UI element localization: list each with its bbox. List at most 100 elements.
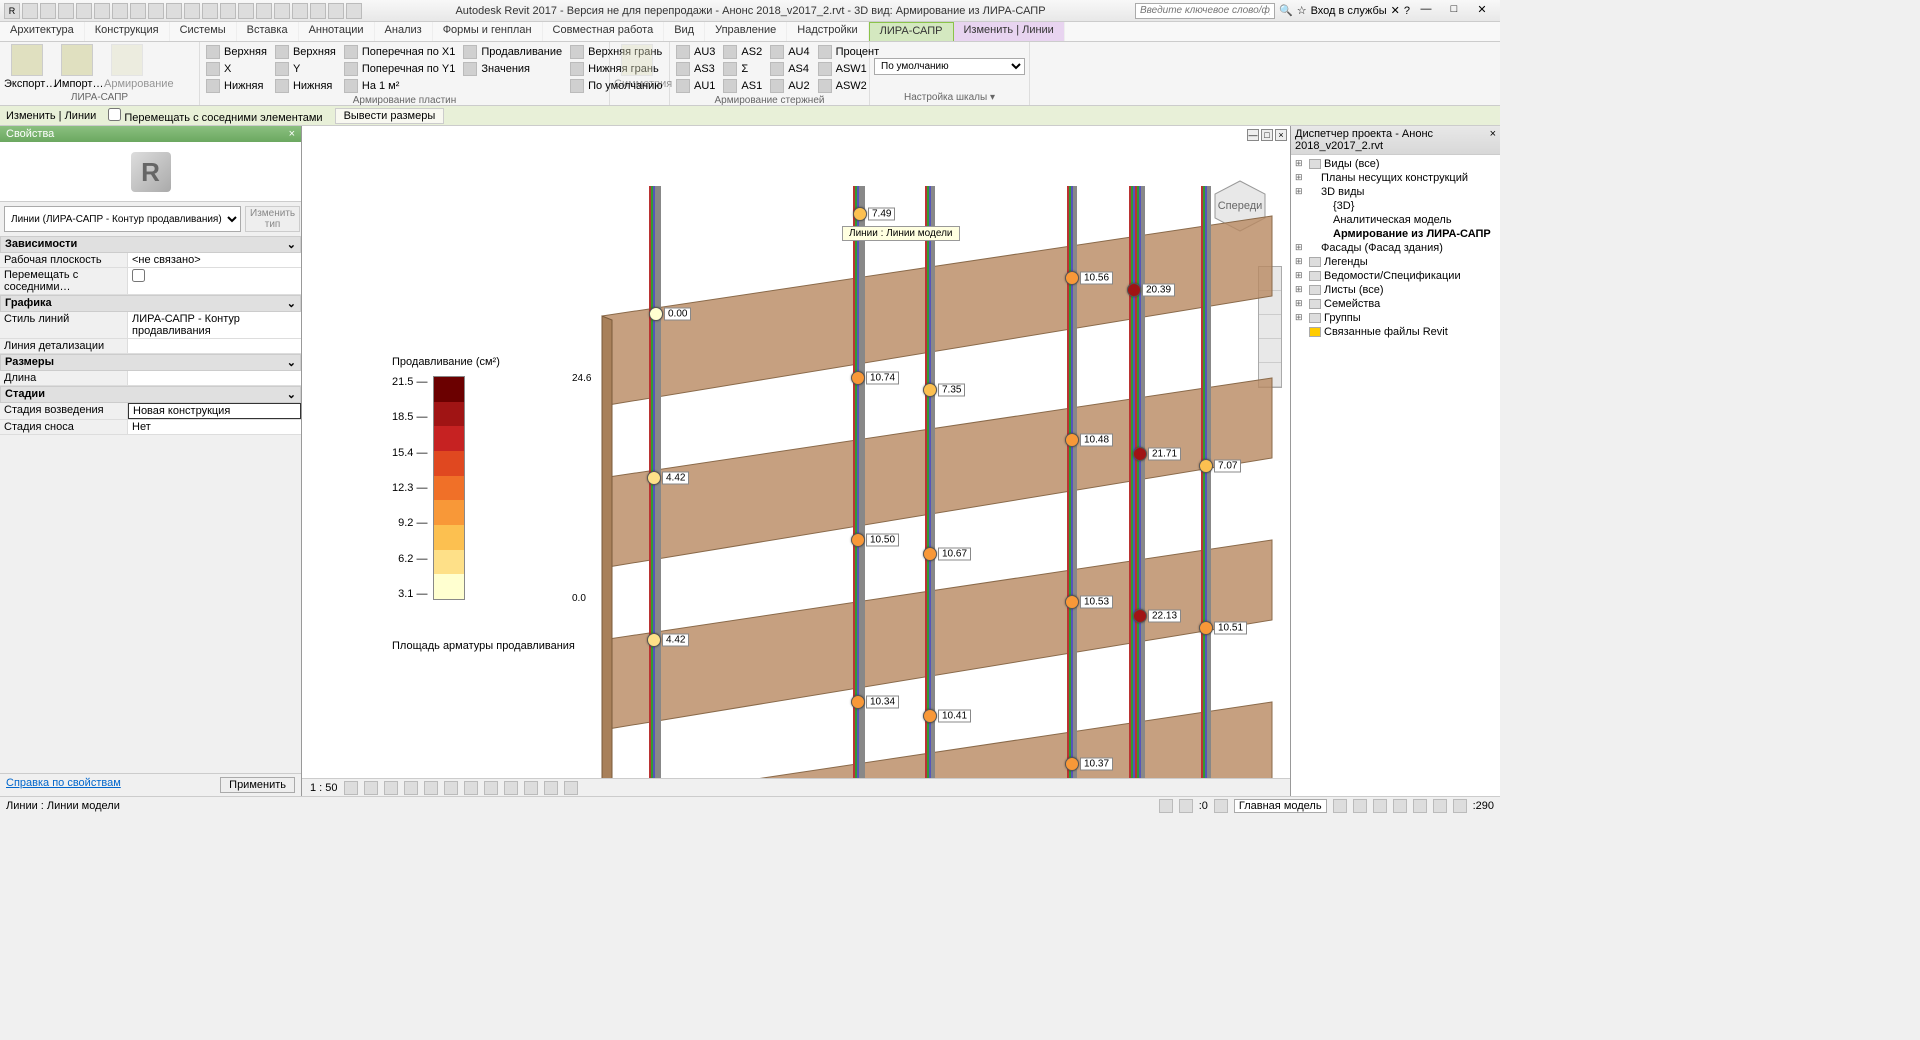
filter-icon[interactable] [1453, 799, 1467, 813]
au1-button[interactable]: AU1 [674, 78, 717, 94]
au2-button[interactable]: AU2 [768, 78, 811, 94]
reveal-icon[interactable] [524, 781, 538, 795]
as3-button[interactable]: AS3 [674, 61, 717, 77]
as2-button[interactable]: AS2 [721, 44, 764, 60]
qat-icon[interactable] [130, 3, 146, 19]
status-icon[interactable] [1433, 799, 1447, 813]
show-dims-button[interactable]: Вывести размеры [335, 108, 445, 124]
qat-icon[interactable] [238, 3, 254, 19]
result-node[interactable] [1065, 757, 1079, 771]
qat-icon[interactable] [220, 3, 236, 19]
temp-hide-icon[interactable] [504, 781, 518, 795]
result-node[interactable] [649, 307, 663, 321]
tab-view[interactable]: Вид [664, 22, 705, 41]
qat-icon[interactable] [256, 3, 272, 19]
tab-lira-sapr[interactable]: ЛИРА-САПР [869, 22, 954, 41]
status-icon[interactable] [1333, 799, 1347, 813]
prop-category[interactable]: Зависимости⌄ [0, 236, 301, 253]
properties-help-link[interactable]: Справка по свойствам [6, 777, 121, 793]
type-selector[interactable]: Линии (ЛИРА-САПР - Контур продавливания) [4, 206, 241, 232]
prop-row[interactable]: Рабочая плоскость<не связано> [0, 253, 301, 268]
analytical-icon[interactable] [544, 781, 558, 795]
lock-icon[interactable] [484, 781, 498, 795]
tab-addins[interactable]: Надстройки [787, 22, 868, 41]
signin-label[interactable]: Вход в службы [1311, 5, 1387, 17]
constraints-icon[interactable] [564, 781, 578, 795]
tab-insert[interactable]: Вставка [237, 22, 299, 41]
values-button[interactable]: Значения [461, 61, 564, 77]
result-node[interactable] [1199, 621, 1213, 635]
qat-undo-icon[interactable] [58, 3, 74, 19]
qat-icon[interactable] [328, 3, 344, 19]
close-button[interactable]: ✕ [1470, 3, 1494, 19]
result-node[interactable] [923, 383, 937, 397]
qat-icon[interactable] [94, 3, 110, 19]
result-node[interactable] [923, 709, 937, 723]
tab-massing[interactable]: Формы и генплан [433, 22, 543, 41]
tree-legends[interactable]: Легенды [1293, 255, 1498, 269]
qat-icon[interactable] [112, 3, 128, 19]
qat-icon[interactable] [310, 3, 326, 19]
result-node[interactable] [647, 633, 661, 647]
shadows-icon[interactable] [404, 781, 418, 795]
tree-3d[interactable]: {3D} [1293, 199, 1498, 213]
qat-icon[interactable] [148, 3, 164, 19]
qat-icon[interactable] [202, 3, 218, 19]
result-node[interactable] [851, 371, 865, 385]
tree-elevations[interactable]: Фасады (Фасад здания) [1293, 241, 1498, 255]
crop-region-icon[interactable] [464, 781, 478, 795]
visual-style-icon[interactable] [364, 781, 378, 795]
sun-path-icon[interactable] [384, 781, 398, 795]
result-node[interactable] [1065, 271, 1079, 285]
scale-label[interactable]: 1 : 50 [310, 782, 338, 794]
rendering-icon[interactable] [424, 781, 438, 795]
status-icon[interactable] [1159, 799, 1173, 813]
scale-combo[interactable]: По умолчанию [874, 58, 1025, 75]
result-node[interactable] [1199, 459, 1213, 473]
tab-modify-lines[interactable]: Изменить | Линии [954, 22, 1065, 41]
tree-reinforcement[interactable]: Армирование из ЛИРА-САПР [1293, 227, 1498, 241]
transverse-y1-button[interactable]: Поперечная по Y1 [342, 61, 458, 77]
tree-schedules[interactable]: Ведомости/Спецификации [1293, 269, 1498, 283]
move-with-neighbors-checkbox[interactable]: Перемещать с соседними элементами [108, 108, 322, 124]
prop-category[interactable]: Стадии⌄ [0, 386, 301, 403]
qat-redo-icon[interactable] [76, 3, 92, 19]
axis-x-button[interactable]: X [204, 61, 269, 77]
result-node[interactable] [647, 471, 661, 485]
au4-button[interactable]: AU4 [768, 44, 811, 60]
maximize-button[interactable]: □ [1442, 3, 1466, 19]
qat-icon[interactable] [166, 3, 182, 19]
search-input[interactable] [1135, 3, 1275, 19]
bottom-x-button[interactable]: Нижняя [204, 78, 269, 94]
au3-button[interactable]: AU3 [674, 44, 717, 60]
result-node[interactable] [851, 533, 865, 547]
as4-button[interactable]: AS4 [768, 61, 811, 77]
edit-type-button[interactable]: Изменить тип [245, 206, 300, 232]
result-node[interactable] [1133, 447, 1147, 461]
top-y-button[interactable]: Верхняя [273, 44, 338, 60]
tree-sheets[interactable]: Листы (все) [1293, 283, 1498, 297]
prop-category[interactable]: Размеры⌄ [0, 354, 301, 371]
status-icon[interactable] [1393, 799, 1407, 813]
result-node[interactable] [1133, 609, 1147, 623]
axis-y-button[interactable]: Y [273, 61, 338, 77]
status-icon[interactable] [1214, 799, 1228, 813]
tab-collaborate[interactable]: Совместная работа [543, 22, 665, 41]
tab-structure[interactable]: Конструкция [85, 22, 170, 41]
tab-systems[interactable]: Системы [170, 22, 237, 41]
top-x-button[interactable]: Верхняя [204, 44, 269, 60]
tree-plans[interactable]: Планы несущих конструкций [1293, 171, 1498, 185]
tab-architecture[interactable]: Архитектура [0, 22, 85, 41]
prop-category[interactable]: Графика⌄ [0, 295, 301, 312]
tab-analyze[interactable]: Анализ [375, 22, 433, 41]
result-node[interactable] [853, 207, 867, 221]
close-icon[interactable]: × [1490, 128, 1496, 152]
import-button[interactable]: Импорт… [54, 44, 100, 90]
infocenter-icon[interactable]: 🔍 [1279, 4, 1293, 17]
status-icon[interactable] [1413, 799, 1427, 813]
close-icon[interactable]: × [289, 128, 295, 140]
exchange-icon[interactable]: ✕ [1391, 4, 1400, 17]
tab-annotate[interactable]: Аннотации [299, 22, 375, 41]
tree-groups[interactable]: Группы [1293, 311, 1498, 325]
prop-row[interactable]: Стиль линийЛИРА-САПР - Контур продавлива… [0, 312, 301, 339]
